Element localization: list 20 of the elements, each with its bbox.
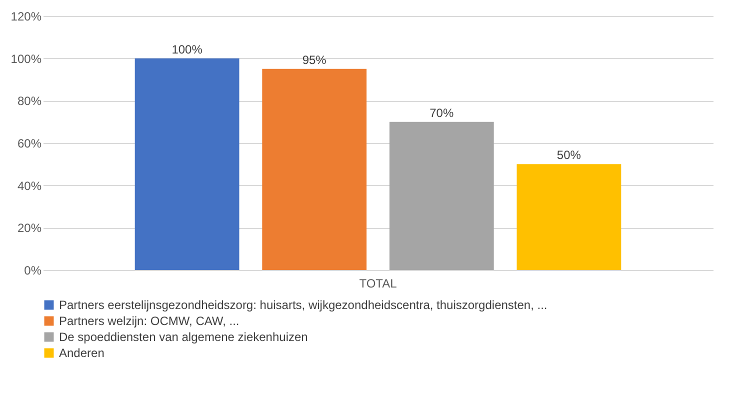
legend-label: De spoeddiensten van algemene ziekenhuizen: [59, 330, 308, 344]
bar: [516, 164, 622, 270]
bar: [262, 68, 367, 270]
y-tick-label: 20%: [17, 221, 42, 236]
y-tick-label: 100%: [10, 52, 42, 66]
bar: [389, 122, 494, 270]
data-label: 50%: [556, 148, 582, 162]
legend-label: Partners eerstelijnsgezondheidszorg: huisarts, wijkgezondheidscentra, thuiszorgdiensten, ...: [59, 298, 548, 312]
y-tick-label: 0%: [24, 264, 42, 278]
y-tick-label: 120%: [10, 10, 42, 24]
data-label: 70%: [430, 106, 454, 120]
y-tick-label: 40%: [17, 178, 42, 193]
x-tick-label: TOTAL: [359, 276, 398, 290]
legend-label: Anderen: [59, 346, 104, 360]
y-tick-label: 80%: [17, 94, 42, 108]
legend-label: Partners welzijn: OCMW, CAW, ...: [59, 314, 240, 328]
data-label: 100%: [172, 42, 203, 56]
y-tick-label: 60%: [17, 136, 42, 150]
bar: [134, 58, 240, 270]
data-label: 95%: [302, 52, 327, 67]
